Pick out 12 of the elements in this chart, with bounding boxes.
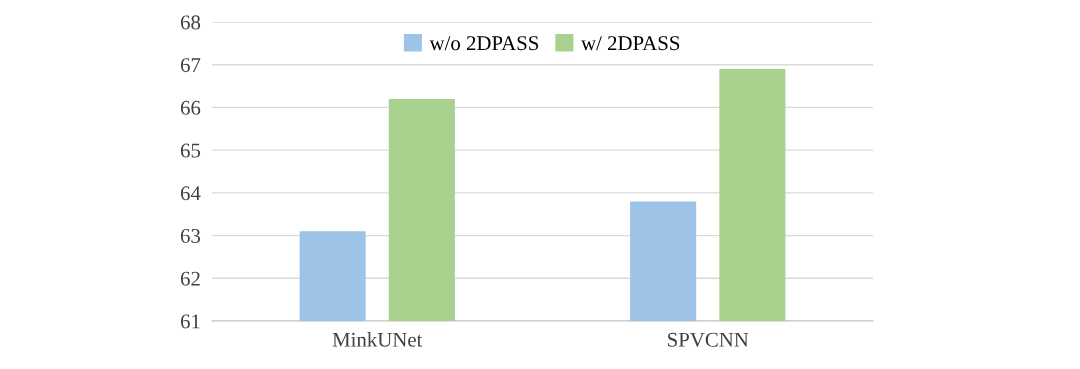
- y-tick-label: 68: [180, 15, 201, 30]
- y-tick-label: 63: [180, 229, 201, 243]
- y-tick-label: 64: [180, 186, 201, 201]
- y-tick-label: 62: [180, 271, 200, 286]
- y-tick-label: 66: [180, 100, 201, 115]
- y-tick-label: 65: [180, 143, 201, 158]
- legend-label: w/ 2DPASS: [581, 36, 680, 51]
- y-tick-label: 61: [180, 314, 200, 329]
- x-tick-label: MinkUNet: [332, 332, 423, 347]
- y-tick-label: 67: [180, 58, 201, 73]
- legend-label: w/o 2DPASS: [429, 36, 539, 51]
- x-tick-label: SPVCNN: [668, 332, 749, 347]
